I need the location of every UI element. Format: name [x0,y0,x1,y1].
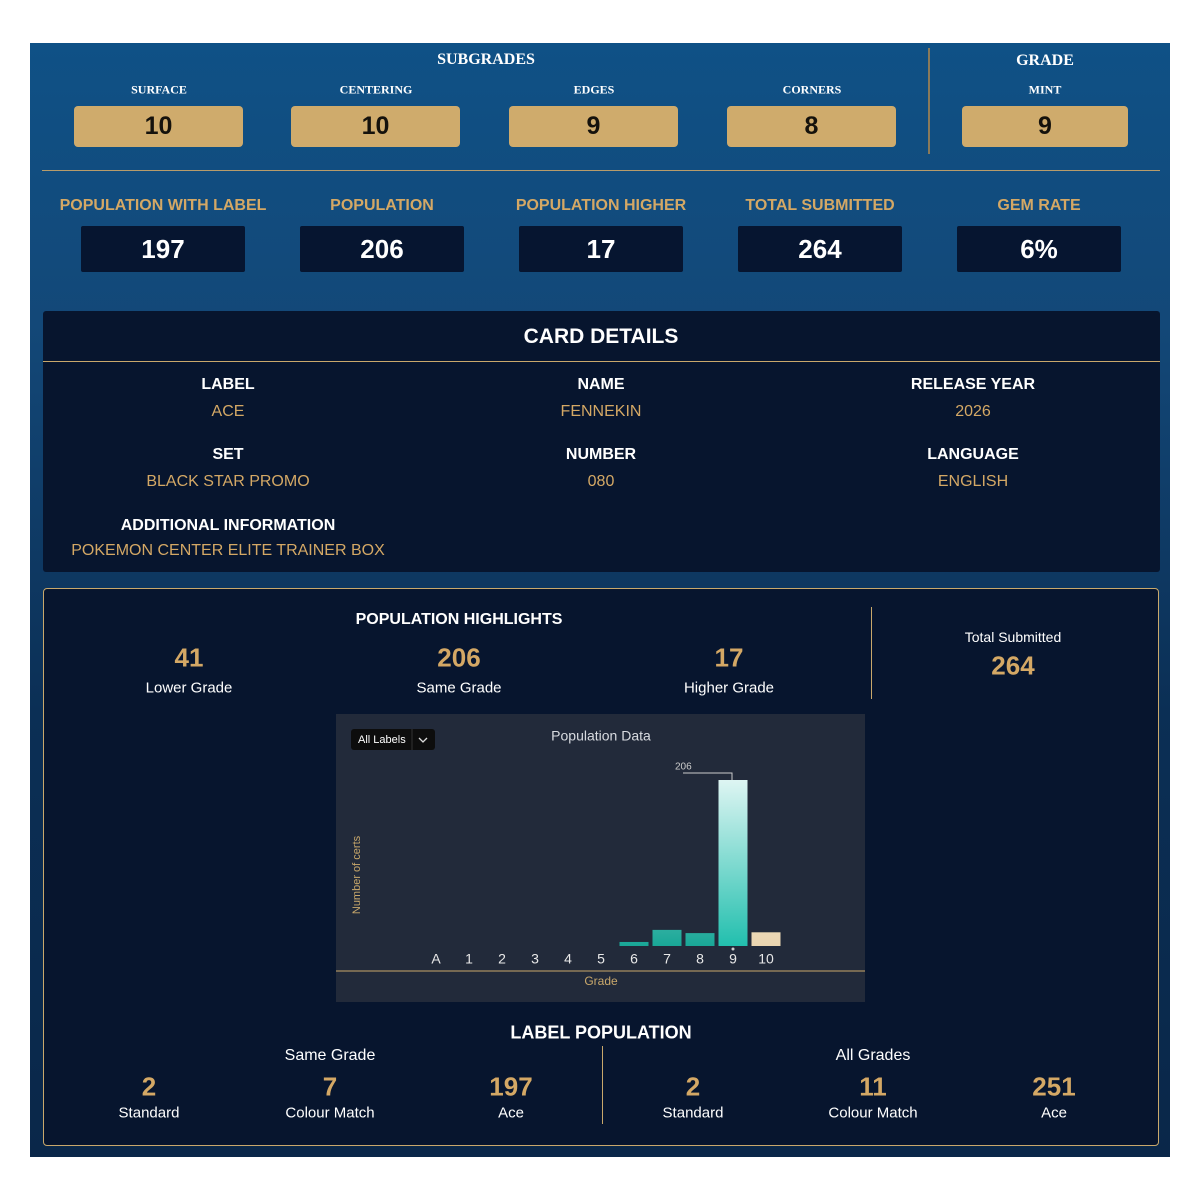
subgrade-value: 10 [291,106,460,147]
label-pop-title: LABEL POPULATION [510,1022,692,1043]
subgrade-value: 9 [509,106,678,147]
label-pop-label: Colour Match [828,1104,918,1122]
divider [42,170,1160,171]
label-pop-value: 2 [141,1071,157,1102]
subgrade-label: SURFACE [131,82,187,97]
x-tick-label: 7 [663,951,671,967]
field-value: 080 [587,473,615,490]
filter-label[interactable]: All Labels [358,734,406,746]
bar-shine [718,780,748,946]
field-label: RELEASE YEAR [910,376,1036,393]
x-tick-label: 10 [758,951,774,967]
dropdown-arrow [418,737,428,743]
chart: Population Data All Labels Number of certs… [336,728,865,988]
total-label: Total Submitted [964,629,1062,645]
divider [602,1046,603,1124]
field-value: ENGLISH [937,473,1009,490]
label-pop-label: Ace [1041,1104,1067,1122]
marker-dot [731,947,735,951]
x-tick-label: 1 [465,951,473,967]
stat-value: 6% [957,226,1121,272]
stat-value: 264 [738,226,902,272]
label-pop-value: 197 [489,1071,533,1102]
bar-shine [751,932,781,946]
x-tick-label: 2 [498,951,506,967]
field-label: NUMBER [565,446,637,463]
x-tick-label: 6 [630,951,638,967]
field-label: ADDITIONAL INFORMATION [120,517,336,534]
field-label: NAME [577,376,625,393]
label-pop-value: 251 [1032,1071,1076,1102]
field-value: 2026 [955,403,991,420]
subgrade-value: 8 [727,106,896,147]
bar-shine [685,933,715,946]
x-tick-label: 3 [531,951,539,967]
grade-title: GRADE [1016,52,1074,69]
highlight-label: Higher Grade [683,679,775,697]
highlight-label: Lower Grade [145,679,233,697]
highlight-label: Same Grade [416,679,502,697]
field-value: FENNEKIN [560,403,642,420]
field-label: LABEL [201,376,255,393]
bar-shine [619,941,649,946]
y-axis-label: Number of certs [351,835,363,914]
label-leader [683,772,733,780]
highlight-value: 17 [714,642,744,673]
group-title: Same Grade [284,1047,376,1064]
x-tick-label: 9 [729,951,737,967]
highlight-value: 41 [174,642,204,673]
field-label: SET [212,446,244,463]
label-pop-label: Colour Match [285,1104,375,1122]
label-pop-value: 11 [859,1071,887,1102]
field-value: POKEMON CENTER ELITE TRAINER BOX [71,542,385,559]
stat-value: 197 [81,226,245,272]
subgrade-label: CENTERING [339,82,413,97]
label-pop-label: Standard [662,1104,724,1122]
total-value: 264 [991,650,1035,681]
subgrade-label: CORNERS [782,82,842,97]
subgrade-value: 10 [74,106,243,147]
divider [871,607,872,699]
stat-value: 206 [300,226,464,272]
x-tick-label: A [431,951,441,967]
stat-value: 17 [519,226,683,272]
stat-label: POPULATION HIGHER [515,197,687,214]
card-details-panel [43,311,1160,572]
grade-label: MINT [1028,82,1062,97]
field-value: BLACK STAR PROMO [146,473,310,490]
x-tick-label: 5 [597,951,605,967]
field-label: LANGUAGE [927,446,1019,463]
x-tick-label: 4 [564,951,572,967]
divider [43,361,1160,362]
divider [928,48,930,154]
card-details-title: CARD DETAILS [523,325,679,348]
label-pop-label: Standard [118,1104,180,1122]
highlight-value: 206 [437,642,481,673]
filter-dropdown[interactable] [351,729,435,750]
group-title: All Grades [835,1047,911,1064]
subgrades-title: SUBGRADES [437,51,535,68]
highlights-title: POPULATION HIGHLIGHTS [355,611,563,628]
x-axis-label: Grade [584,974,618,988]
bar-shine [652,929,682,946]
data-label: 206 [675,762,692,773]
field-value: ACE [211,403,245,420]
label-pop-value: 2 [685,1071,701,1102]
chart-panel [336,714,865,1002]
stat-label: POPULATION [330,197,434,214]
stat-label: TOTAL SUBMITTED [745,197,895,214]
label-pop-label: Ace [498,1104,524,1122]
stat-label: GEM RATE [997,197,1081,214]
grade-value: 9 [962,106,1128,147]
label-pop-value: 7 [322,1071,338,1102]
stat-label: POPULATION WITH LABEL [59,197,267,214]
chart-title: Population Data [551,728,651,744]
subgrade-label: EDGES [573,82,615,97]
x-tick-label: 8 [696,951,704,967]
